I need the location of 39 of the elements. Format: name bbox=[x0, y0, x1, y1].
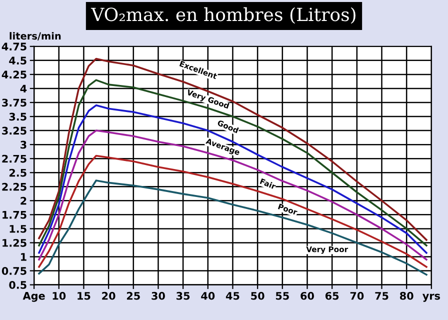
y-tick-label: 1.5 bbox=[10, 225, 26, 233]
x-tick-label: yrs bbox=[422, 294, 440, 302]
y-tick-label: 3 bbox=[20, 140, 26, 149]
y-tick-label: 3.5 bbox=[9, 112, 26, 121]
y-tick-label: 2 bbox=[20, 196, 26, 205]
x-tick-label: 20 bbox=[102, 292, 116, 300]
y-tick-label: 3.75 bbox=[2, 98, 26, 107]
x-tick-label: 45 bbox=[226, 292, 240, 300]
x-tick-label: 65 bbox=[325, 292, 339, 300]
x-tick-label: 60 bbox=[300, 292, 314, 300]
y-tick-label: 1.75 bbox=[2, 211, 26, 219]
x-tick-label: 55 bbox=[276, 292, 289, 300]
y-tick-label: 4.5 bbox=[9, 56, 26, 65]
y-tick-label: 4.25 bbox=[2, 70, 26, 79]
line-series bbox=[38, 180, 428, 276]
x-tick-label: Age bbox=[22, 292, 45, 302]
x-tick-label: 80 bbox=[400, 292, 414, 300]
line-series bbox=[38, 154, 428, 268]
chart-title: VO₂max. en hombres (Litros) bbox=[90, 7, 356, 24]
x-tick-label: 25 bbox=[126, 292, 140, 300]
y-tick-label: 2.75 bbox=[2, 154, 26, 163]
y-tick-label: 4.75 bbox=[2, 42, 26, 51]
y-tick-label: 3.25 bbox=[2, 126, 26, 135]
y-tick-label: 0.5 bbox=[9, 281, 26, 289]
x-tick-label: 50 bbox=[251, 292, 264, 300]
x-tick-label: 40 bbox=[201, 292, 215, 300]
y-tick-label: 1.25 bbox=[2, 238, 26, 247]
x-tick-label: 70 bbox=[350, 292, 364, 300]
x-tick-label: 75 bbox=[375, 292, 388, 300]
y-tick-label: 2.25 bbox=[2, 182, 26, 191]
y-axis-title: liters/min bbox=[10, 32, 61, 40]
y-tick-label: 2.5 bbox=[9, 168, 26, 177]
x-tick-label: 35 bbox=[176, 292, 190, 300]
y-tick-label: 4 bbox=[20, 84, 27, 92]
x-tick-label: 30 bbox=[152, 292, 165, 300]
y-tick-label: 1 bbox=[21, 253, 26, 261]
x-tick-label: 10 bbox=[52, 292, 66, 300]
y-tick-label: 0.75 bbox=[2, 267, 26, 275]
x-tick-label: 15 bbox=[78, 292, 90, 300]
